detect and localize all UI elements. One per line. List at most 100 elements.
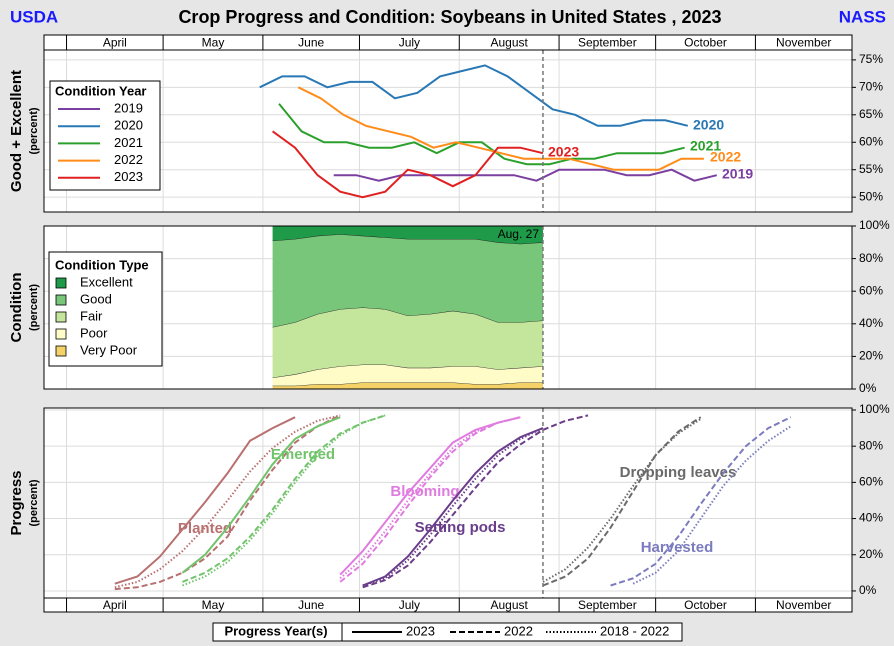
legend-swatch xyxy=(55,345,67,357)
stage-label: Emerged xyxy=(271,446,335,463)
progress-line xyxy=(339,416,521,576)
area xyxy=(272,234,543,328)
legend-label: 2023 xyxy=(114,169,143,184)
month-label: September xyxy=(578,36,637,50)
legend-box xyxy=(48,251,163,367)
progress-line xyxy=(181,416,341,574)
panel xyxy=(44,408,852,598)
progress-line xyxy=(182,414,386,587)
y-axis-label: Condition xyxy=(8,273,25,343)
area xyxy=(272,364,543,386)
month-bar xyxy=(43,34,853,51)
y-tick-label: 65% xyxy=(859,107,883,121)
y-tick-label: 0% xyxy=(859,583,877,597)
progress-line xyxy=(362,427,544,587)
y-axis-label: Good + Excellent xyxy=(8,70,25,192)
progress-line xyxy=(339,416,521,583)
month-label: June xyxy=(298,36,324,50)
annotation: Aug. 27 xyxy=(498,227,540,241)
progress-line xyxy=(114,416,296,585)
month-label: October xyxy=(684,36,727,50)
month-label: August xyxy=(490,598,528,612)
y-tick-label: 75% xyxy=(859,52,883,66)
month-label: June xyxy=(298,598,324,612)
legend-swatch xyxy=(55,294,67,306)
month-label: July xyxy=(399,36,420,50)
month-label: May xyxy=(202,598,225,612)
legend-label: Excellent xyxy=(80,274,133,289)
line xyxy=(272,130,544,199)
series-end-label: 2023 xyxy=(548,144,579,160)
y-tick-label: 80% xyxy=(859,251,883,265)
month-label: November xyxy=(776,36,831,50)
month-label: May xyxy=(202,36,225,50)
progress-line xyxy=(610,416,792,587)
progress-line xyxy=(114,414,341,591)
legend-title: Condition Year xyxy=(55,83,147,98)
month-bar xyxy=(43,597,853,613)
month-label: July xyxy=(399,598,420,612)
panel-border xyxy=(43,225,853,390)
legend-label: Very Poor xyxy=(80,342,138,357)
month-label: April xyxy=(103,598,127,612)
line xyxy=(259,64,689,127)
series-end-label: 2021 xyxy=(690,138,721,154)
stage-label: Harvested xyxy=(641,539,714,556)
y-axis-sublabel: (percent) xyxy=(28,479,40,526)
y-tick-label: 70% xyxy=(859,80,883,94)
agency-left: USDA xyxy=(10,7,58,26)
agency-right: NASS xyxy=(839,7,886,26)
legend-swatch xyxy=(55,277,67,289)
y-tick-label: 50% xyxy=(859,189,883,203)
y-tick-label: 60% xyxy=(859,134,883,148)
legend-swatch xyxy=(55,311,67,323)
legend-label: Good xyxy=(80,291,112,306)
y-tick-label: 55% xyxy=(859,162,883,176)
line xyxy=(297,86,704,171)
stage-label: Setting pods xyxy=(415,519,506,536)
progress-line xyxy=(362,427,544,587)
month-label: August xyxy=(490,36,528,50)
legend-title: Condition Type xyxy=(55,257,149,272)
y-tick-label: 80% xyxy=(859,438,883,452)
stage-label: Dropping leaves xyxy=(620,464,737,481)
series-end-label: 2020 xyxy=(693,117,724,133)
legend-title: Progress Year(s) xyxy=(224,623,327,638)
month-label: April xyxy=(103,36,127,50)
line xyxy=(333,168,718,182)
legend-box xyxy=(49,80,161,191)
y-axis-sublabel: (percent) xyxy=(28,107,40,154)
area xyxy=(272,226,543,244)
y-tick-label: 40% xyxy=(859,511,883,525)
line xyxy=(278,103,685,166)
legend-box xyxy=(212,622,683,642)
y-tick-label: 0% xyxy=(859,381,877,395)
y-tick-label: 40% xyxy=(859,316,883,330)
y-tick-label: 100% xyxy=(859,402,890,416)
series-end-label: 2019 xyxy=(722,166,753,182)
legend-label: 2022 xyxy=(504,623,533,638)
progress-line xyxy=(542,416,702,587)
panel xyxy=(44,50,852,212)
legend-label: 2022 xyxy=(114,152,143,167)
y-tick-label: 100% xyxy=(859,218,890,232)
legend-label: Poor xyxy=(80,325,108,340)
y-tick-label: 60% xyxy=(859,283,883,297)
y-axis-label: Progress xyxy=(8,470,25,535)
progress-line xyxy=(632,425,792,585)
month-label: November xyxy=(776,598,831,612)
progress-line xyxy=(362,414,589,589)
stage-label: Planted xyxy=(178,520,232,537)
chart-title: Crop Progress and Condition: Soybeans in… xyxy=(178,7,721,27)
panel-border xyxy=(43,49,853,213)
series-end-label: 2022 xyxy=(710,149,741,165)
legend-label: 2023 xyxy=(406,623,435,638)
progress-line xyxy=(182,414,386,583)
y-tick-label: 20% xyxy=(859,547,883,561)
stage-label: Blooming xyxy=(390,483,459,500)
legend-label: 2019 xyxy=(114,100,143,115)
y-axis-sublabel: (percent) xyxy=(28,284,40,331)
y-tick-label: 60% xyxy=(859,475,883,489)
